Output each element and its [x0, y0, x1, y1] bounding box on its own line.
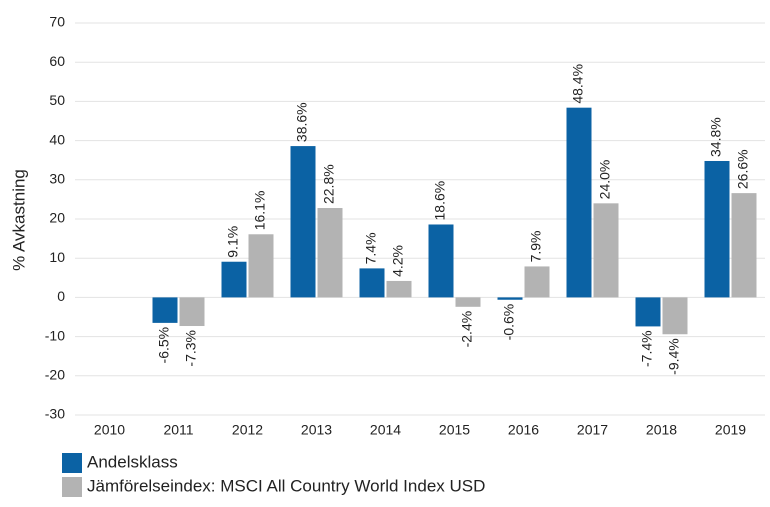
- y-tick-label: 70: [49, 14, 65, 30]
- bar: [428, 224, 454, 298]
- y-tick-label: 50: [49, 92, 65, 108]
- bar: [386, 280, 412, 298]
- value-label: -7.3%: [183, 330, 199, 367]
- bar: [248, 234, 274, 298]
- x-tick-label: 2015: [439, 422, 470, 438]
- legend-swatch: [62, 477, 82, 497]
- x-tick-label: 2017: [577, 422, 608, 438]
- y-tick-label: 40: [49, 131, 65, 147]
- x-tick-label: 2012: [232, 422, 263, 438]
- value-label: 22.8%: [321, 164, 337, 204]
- y-tick-label: -20: [45, 367, 65, 383]
- y-tick-label: -30: [45, 406, 65, 422]
- value-label: 18.6%: [432, 181, 448, 221]
- y-tick-label: 0: [57, 288, 65, 304]
- legend-label: Andelsklass: [87, 452, 178, 471]
- value-label: 9.1%: [225, 226, 241, 258]
- value-label: 16.1%: [252, 191, 268, 231]
- x-tick-label: 2016: [508, 422, 539, 438]
- legend-label: Jämförelseindex: MSCI All Country World …: [87, 476, 485, 495]
- y-tick-label: 20: [49, 210, 65, 226]
- value-label: -0.6%: [501, 304, 517, 341]
- bar: [497, 297, 523, 300]
- legend-swatch: [62, 453, 82, 473]
- y-tick-label: -10: [45, 327, 65, 343]
- y-tick-label: 30: [49, 171, 65, 187]
- x-tick-label: 2010: [94, 422, 125, 438]
- value-label: 4.2%: [390, 245, 406, 277]
- value-label: -6.5%: [156, 327, 172, 364]
- value-label: -2.4%: [459, 311, 475, 348]
- bar: [179, 297, 205, 327]
- x-tick-label: 2014: [370, 422, 401, 438]
- bar: [152, 297, 178, 323]
- bar: [662, 297, 688, 335]
- bar: [704, 160, 730, 298]
- y-axis-label: % Avkastning: [9, 169, 28, 271]
- y-tick-label: 60: [49, 53, 65, 69]
- value-label: 26.6%: [735, 149, 751, 189]
- bar: [317, 208, 343, 298]
- bar: [359, 268, 385, 298]
- value-label: 34.8%: [708, 117, 724, 157]
- y-tick-label: 10: [49, 249, 65, 265]
- value-label: -9.4%: [666, 338, 682, 375]
- bar: [290, 146, 316, 298]
- value-label: 24.0%: [597, 160, 613, 200]
- bar: [221, 261, 247, 298]
- bar: [635, 297, 661, 327]
- bar: [731, 193, 757, 298]
- x-tick-label: 2011: [163, 422, 193, 438]
- bar: [524, 266, 550, 298]
- value-label: 7.9%: [528, 231, 544, 263]
- value-label: 38.6%: [294, 102, 310, 142]
- x-tick-label: 2013: [301, 422, 332, 438]
- value-label: 7.4%: [363, 232, 379, 264]
- value-label: -7.4%: [639, 330, 655, 367]
- value-label: 48.4%: [570, 64, 586, 104]
- bar: [593, 203, 619, 298]
- bar: [455, 297, 481, 307]
- x-tick-label: 2018: [646, 422, 677, 438]
- bar: [566, 107, 592, 298]
- x-tick-label: 2019: [715, 422, 746, 438]
